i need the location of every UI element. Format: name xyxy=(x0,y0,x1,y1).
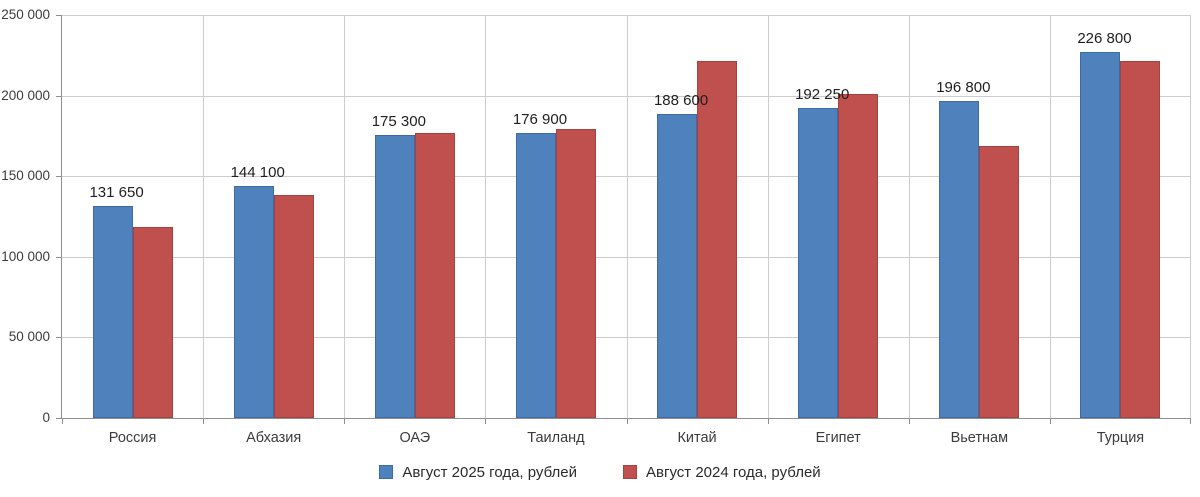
x-tick-mark xyxy=(909,418,910,424)
bar-series2-ОАЭ xyxy=(414,133,455,418)
bar-series2-Россия xyxy=(132,227,173,418)
gridline-horizontal xyxy=(62,95,1191,97)
legend-swatch-icon xyxy=(623,465,637,479)
bar-series1-Турция xyxy=(1080,52,1121,418)
gridline-horizontal xyxy=(62,15,1191,16)
y-tick-label-100000: 100 000 xyxy=(1,248,50,264)
bar-series1-Китай xyxy=(657,114,698,418)
bar-series1-Россия xyxy=(92,206,133,418)
gridline-horizontal xyxy=(62,256,1191,258)
bar-series2-Таиланд xyxy=(555,129,596,418)
x-category-label-Абхазия: Абхазия xyxy=(246,430,302,446)
x-tick-mark xyxy=(344,418,345,424)
x-tick-mark xyxy=(1190,418,1191,424)
chart-legend: Август 2025 года, рублей Август 2024 года… xyxy=(0,459,1200,485)
data-label-ОАЭ: 175 300 xyxy=(371,113,426,130)
y-tick-label-150000: 150 000 xyxy=(1,168,50,184)
y-tick-label-50000: 50 000 xyxy=(8,329,50,345)
y-tick-mark xyxy=(56,256,62,258)
y-tick-label-0: 0 xyxy=(42,410,50,425)
bar-series1-Таиланд xyxy=(515,133,556,418)
gridline-horizontal xyxy=(62,337,1191,339)
x-tick-mark xyxy=(203,418,204,424)
data-label-Турция: 226 800 xyxy=(1077,30,1132,47)
gridline-vertical xyxy=(909,15,910,418)
x-category-label-Россия: Россия xyxy=(108,430,157,446)
data-label-Вьетнам: 196 800 xyxy=(936,79,991,96)
legend-label: Август 2024 года, рублей xyxy=(646,463,821,481)
y-tick-mark xyxy=(56,418,62,419)
bar-series1-Абхазия xyxy=(233,186,274,418)
gridline-vertical xyxy=(768,15,769,418)
x-category-label-Таиланд: Таиланд xyxy=(527,430,585,446)
plot-area: 131 650 144 100 175 300 176 900 188 600 192 2… xyxy=(62,15,1191,418)
legend-item-series1: Август 2025 года, рублей xyxy=(379,464,577,481)
data-label-Китай: 188 600 xyxy=(653,92,709,109)
x-tick-mark xyxy=(62,418,63,424)
x-category-label-Египет: Египет xyxy=(815,430,861,446)
data-label-Таиланд: 176 900 xyxy=(512,111,568,128)
bar-series2-Китай xyxy=(697,61,738,418)
gridline-vertical xyxy=(1190,15,1191,418)
y-tick-mark xyxy=(56,176,62,178)
x-tick-mark xyxy=(627,418,628,424)
y-tick-mark xyxy=(56,15,62,16)
data-label-Абхазия: 144 100 xyxy=(230,164,285,181)
x-axis-line xyxy=(61,418,1191,419)
bar-series2-Вьетнам xyxy=(979,146,1020,418)
legend-item-series2: Август 2024 года, рублей xyxy=(623,464,821,481)
gridline-horizontal xyxy=(62,176,1191,178)
x-category-label-Китай: Китай xyxy=(677,430,717,446)
y-axis-line xyxy=(61,15,62,419)
gridline-vertical xyxy=(344,15,345,418)
legend-label: Август 2025 года, рублей xyxy=(402,463,577,481)
bar-series2-Египет xyxy=(838,94,879,418)
gridline-vertical xyxy=(1050,15,1051,418)
x-category-label-Вьетнам: Вьетнам xyxy=(950,430,1009,446)
bar-series2-Абхазия xyxy=(273,195,314,418)
y-axis-tick-labels: 0 50 000 100 000 150 000 200 000 250 000 xyxy=(0,7,50,428)
x-category-label-Турция: Турция xyxy=(1096,430,1145,446)
bar-series1-ОАЭ xyxy=(374,135,415,418)
x-tick-mark xyxy=(485,418,486,424)
bar-series2-Турция xyxy=(1120,61,1161,418)
x-category-label-ОАЭ: ОАЭ xyxy=(399,430,431,446)
gridline-vertical xyxy=(485,15,486,418)
data-label-Россия: 131 650 xyxy=(89,184,144,201)
gridline-vertical xyxy=(627,15,628,418)
legend-swatch-icon xyxy=(379,465,394,479)
data-label-Египет: 192 250 xyxy=(795,86,850,103)
gridline-vertical xyxy=(203,15,204,418)
x-axis-category-labels: Россия Абхазия ОАЭ Таиланд Китай Египет Вьетна… xyxy=(62,428,1191,448)
y-tick-mark xyxy=(56,337,62,339)
y-tick-mark xyxy=(56,95,62,97)
x-tick-mark xyxy=(1050,418,1051,424)
y-tick-label-200000: 200 000 xyxy=(1,87,50,103)
bar-series1-Вьетнам xyxy=(939,101,980,418)
y-tick-label-250000: 250 000 xyxy=(1,7,50,22)
x-tick-mark xyxy=(768,418,769,424)
bar-series1-Египет xyxy=(798,108,839,418)
